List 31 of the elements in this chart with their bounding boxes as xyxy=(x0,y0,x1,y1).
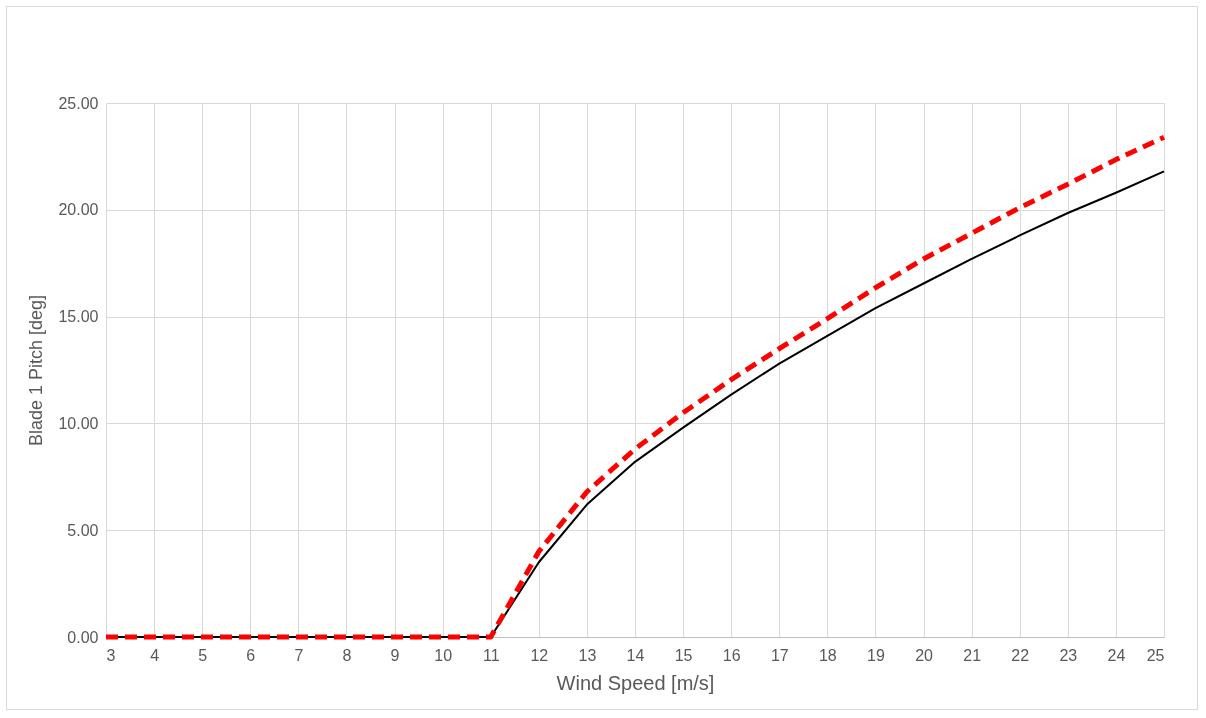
y-tick-label: 20.00 xyxy=(58,201,99,219)
x-tick-label: 22 xyxy=(1011,646,1030,664)
x-tick-label: 9 xyxy=(390,646,400,664)
y-tick-label: 15.00 xyxy=(58,308,99,326)
x-tick-label: 15 xyxy=(674,646,693,664)
y-tick-label: 5.00 xyxy=(67,521,99,539)
y-tick-label: 10.00 xyxy=(58,414,99,432)
x-tick-label: 16 xyxy=(722,646,741,664)
x-tick-label: 3 xyxy=(106,646,116,664)
x-tick-label: 18 xyxy=(818,646,837,664)
y-tick-label: 0.00 xyxy=(67,628,99,646)
x-tick-label: 10 xyxy=(434,646,453,664)
x-tick-label: 25 xyxy=(1146,646,1165,664)
x-tick-label: 24 xyxy=(1107,646,1126,664)
x-tick-label: 13 xyxy=(578,646,597,664)
x-tick-label: 19 xyxy=(867,646,885,664)
y-tick-label: 25.00 xyxy=(58,94,99,112)
x-tick-label: 21 xyxy=(963,646,982,664)
x-tick-label: 4 xyxy=(150,646,160,664)
x-tick-label: 11 xyxy=(482,646,500,664)
x-tick-label: 8 xyxy=(342,646,352,664)
x-tick-label: 7 xyxy=(294,646,304,664)
x-tick-label: 14 xyxy=(626,646,645,664)
x-tick-label: 5 xyxy=(198,646,208,664)
x-axis-title: Wind Speed [m/s] xyxy=(556,671,715,694)
x-tick-label: 12 xyxy=(530,646,549,664)
x-tick-label: 6 xyxy=(246,646,256,664)
x-tick-label: 17 xyxy=(770,646,789,664)
y-axis-title: Blade 1 Pitch [deg] xyxy=(26,294,47,447)
x-tick-label: 23 xyxy=(1059,646,1078,664)
x-tick-label: 20 xyxy=(915,646,934,664)
